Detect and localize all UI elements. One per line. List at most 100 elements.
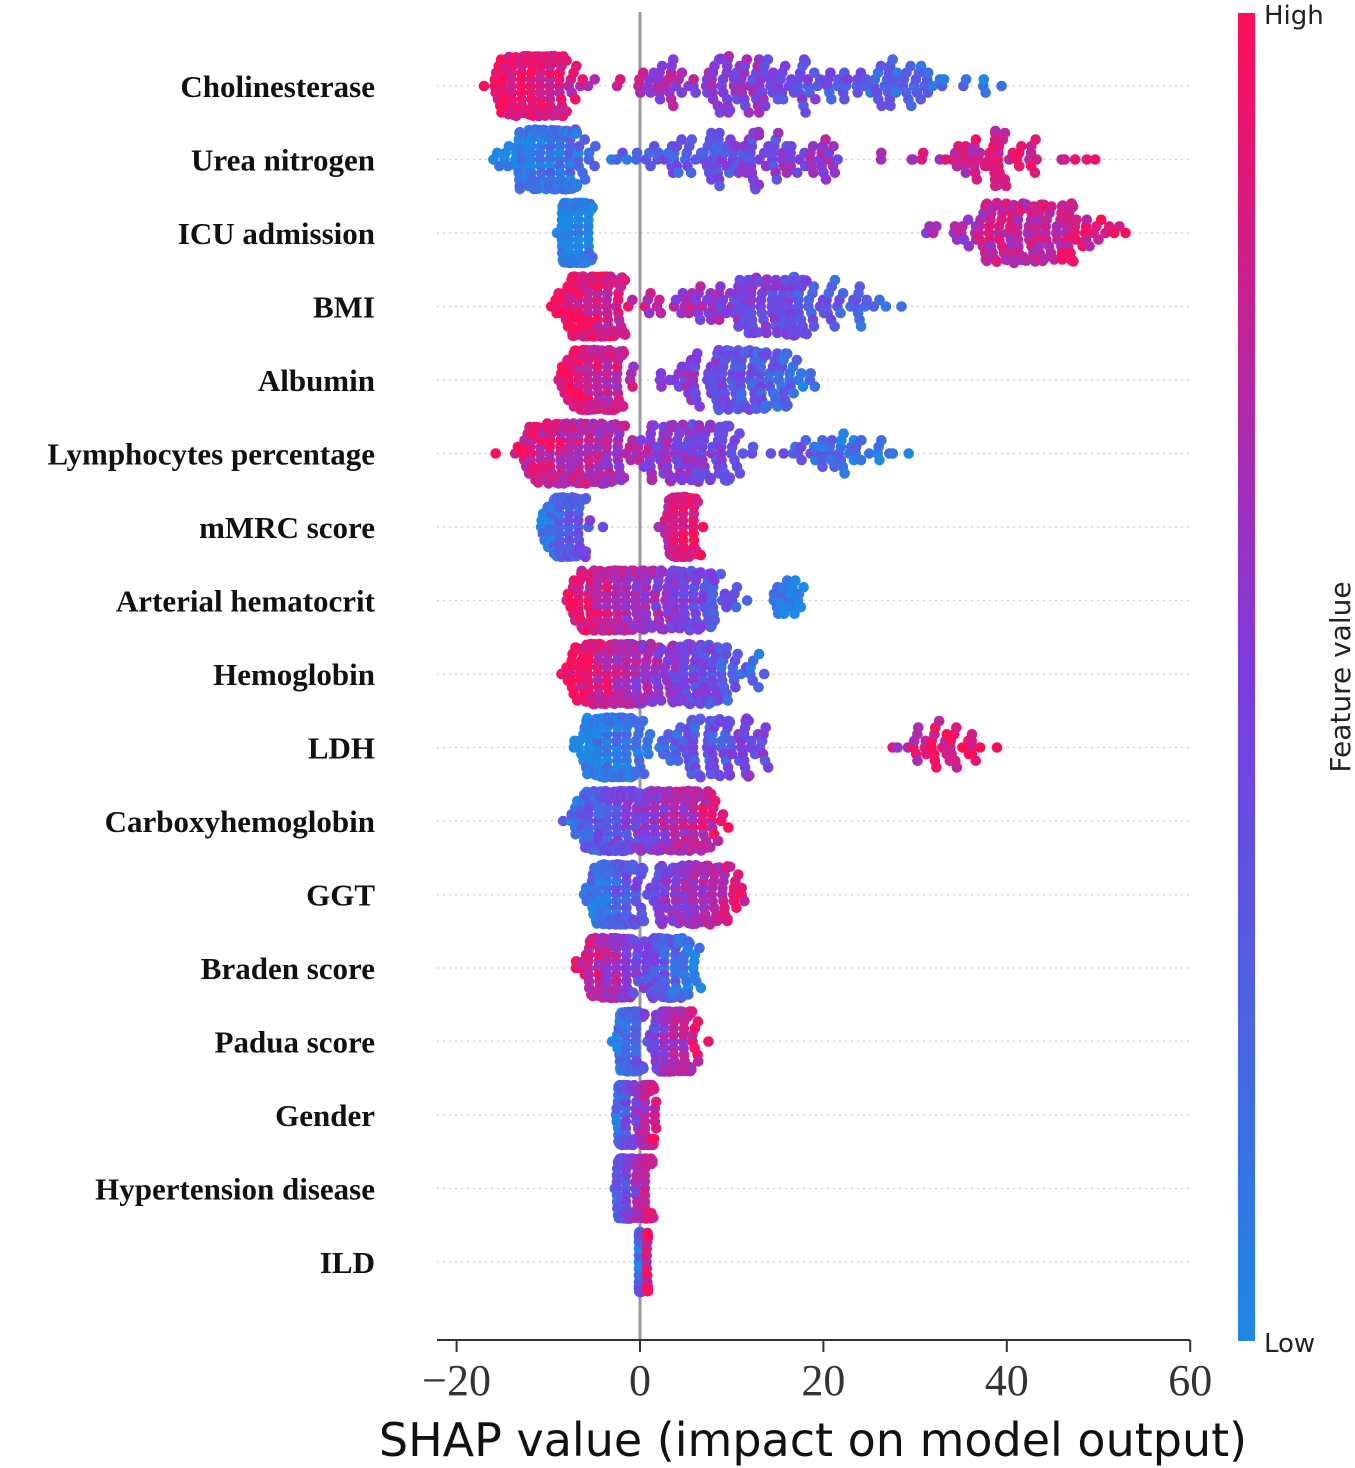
shap-point <box>796 454 807 466</box>
shap-point <box>1095 214 1107 226</box>
shap-point <box>645 87 657 98</box>
shap-point <box>777 94 789 105</box>
shap-point <box>951 762 963 773</box>
shap-point <box>970 755 982 767</box>
shap-point <box>876 147 887 159</box>
shap-point <box>931 221 942 232</box>
feature-label: Albumin <box>258 363 375 398</box>
shap-point <box>778 448 789 459</box>
shap-point <box>732 648 743 660</box>
feature-label: LDH <box>308 731 375 766</box>
shap-point <box>676 67 688 79</box>
shap-point <box>571 60 582 72</box>
shap-point <box>974 742 986 753</box>
shap-point <box>654 94 666 105</box>
shap-point <box>915 94 926 105</box>
shap-point <box>617 400 629 412</box>
shap-point <box>798 582 809 593</box>
shap-point <box>855 454 867 466</box>
shap-point <box>668 100 679 112</box>
shap-point <box>741 54 753 65</box>
shap-point <box>645 288 656 299</box>
shap-point <box>1069 154 1081 165</box>
shap-point <box>676 134 687 145</box>
shap-point <box>960 141 971 152</box>
shap-point <box>826 435 838 446</box>
shap-point <box>960 167 972 179</box>
shap-point <box>1084 241 1095 252</box>
shap-point <box>790 575 801 586</box>
feature-label: Urea nitrogen <box>191 143 375 178</box>
feature-label: mMRC score <box>199 510 375 545</box>
shap-point <box>970 134 982 145</box>
shap-point <box>782 348 793 360</box>
shap-point <box>760 722 771 733</box>
shap-point <box>1081 214 1093 226</box>
shap-point <box>1057 200 1068 211</box>
shap-point <box>915 60 927 72</box>
shap-point <box>838 428 849 439</box>
shap-point <box>779 60 791 72</box>
shap-point <box>741 595 753 606</box>
shap-point <box>730 601 742 613</box>
shap-point <box>773 127 784 139</box>
shap-point <box>767 67 779 79</box>
shap-point <box>817 461 828 473</box>
shap-point <box>580 546 592 557</box>
shap-point <box>723 421 735 432</box>
shap-point <box>709 615 720 626</box>
shap-point <box>808 167 819 179</box>
shap-point <box>1070 234 1082 245</box>
shap-point <box>1029 167 1041 179</box>
shap-point <box>514 126 526 138</box>
shap-point <box>715 568 727 580</box>
shap-point <box>761 348 772 359</box>
shap-point <box>753 648 765 660</box>
shap-point <box>892 742 903 753</box>
shap-point <box>1068 256 1079 267</box>
shap-point <box>912 755 923 767</box>
shap-point <box>996 80 1007 92</box>
shap-point <box>759 100 771 112</box>
shap-point <box>621 154 633 165</box>
shap-point <box>762 762 774 773</box>
shap-point <box>673 167 684 179</box>
shap-point <box>490 448 502 459</box>
shap-point <box>686 134 698 145</box>
shap-point <box>743 715 754 726</box>
shap-point <box>627 381 638 392</box>
shap-point <box>885 100 896 112</box>
shap-point <box>788 388 799 399</box>
shap-point <box>962 214 974 226</box>
shap-point <box>949 221 961 232</box>
shap-point <box>963 241 975 252</box>
shap-point <box>589 160 600 172</box>
shap-point <box>791 354 803 366</box>
shap-point <box>805 368 816 379</box>
shap-point <box>785 160 796 172</box>
shap-point <box>839 468 850 479</box>
shap-point <box>876 435 887 446</box>
shap-point <box>655 368 667 379</box>
shap-point <box>905 60 916 72</box>
shap-point <box>874 454 885 466</box>
feature-label: Cholinesterase <box>180 69 375 104</box>
shap-point <box>730 141 742 152</box>
shap-point <box>584 515 596 526</box>
shap-point <box>615 74 626 85</box>
shap-point <box>820 174 832 185</box>
shap-point <box>1120 227 1131 239</box>
shap-point <box>951 722 962 733</box>
shap-point <box>638 915 650 927</box>
shap-point <box>971 174 983 185</box>
feature-label: Lymphocytes percentage <box>48 437 375 472</box>
shap-point <box>502 160 514 172</box>
shap-point <box>571 127 583 138</box>
shap-point <box>714 127 725 139</box>
shap-point <box>643 748 654 760</box>
shap-point <box>628 361 639 373</box>
shap-point <box>580 493 592 504</box>
shap-point <box>856 435 867 446</box>
shap-point <box>570 94 581 105</box>
shap-point <box>808 321 820 332</box>
